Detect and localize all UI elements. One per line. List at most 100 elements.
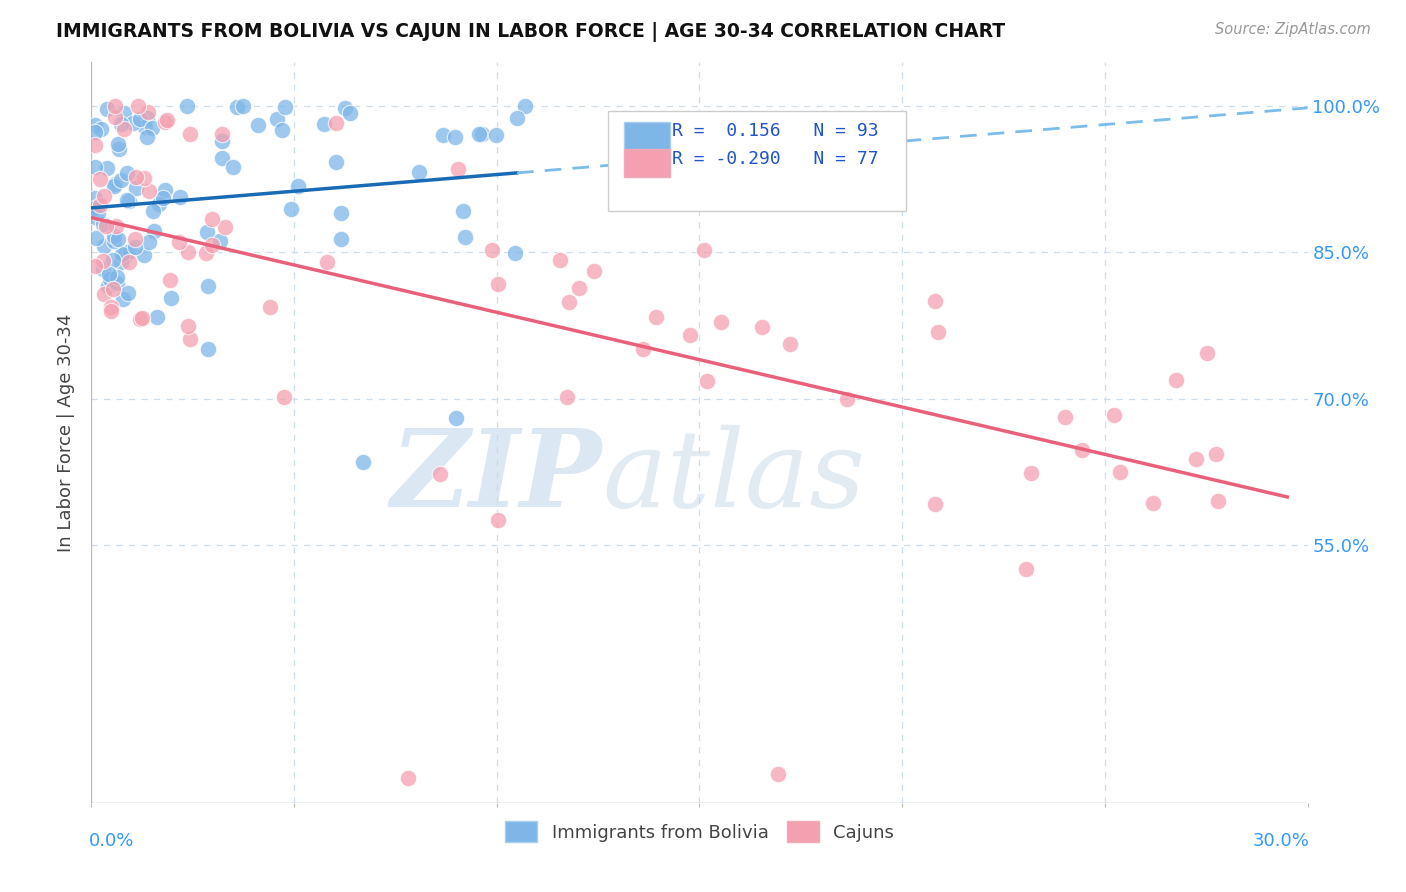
Point xyxy=(124,232,146,246)
Point xyxy=(104,110,127,124)
Point xyxy=(117,166,139,180)
Point xyxy=(112,122,135,136)
Point xyxy=(84,231,107,245)
Point xyxy=(93,188,115,202)
Point xyxy=(567,281,589,295)
Point xyxy=(503,246,526,260)
Point xyxy=(201,211,224,226)
Point xyxy=(325,155,347,169)
Point xyxy=(89,198,111,212)
Point xyxy=(548,252,571,267)
Point xyxy=(98,267,121,281)
Point xyxy=(129,112,152,127)
Point xyxy=(333,102,356,116)
Point xyxy=(84,210,107,224)
Text: Source: ZipAtlas.com: Source: ZipAtlas.com xyxy=(1215,22,1371,37)
Point xyxy=(429,467,451,481)
Text: R = -0.290   N = 77: R = -0.290 N = 77 xyxy=(672,150,879,168)
Point xyxy=(247,118,270,132)
Point xyxy=(696,374,718,388)
Point xyxy=(159,291,181,305)
Point xyxy=(751,319,773,334)
Text: R =  0.156   N = 93: R = 0.156 N = 93 xyxy=(672,122,879,140)
Point xyxy=(117,193,139,207)
Point xyxy=(1166,374,1188,388)
Point xyxy=(91,217,114,231)
Point xyxy=(141,121,163,136)
FancyBboxPatch shape xyxy=(609,111,907,211)
Point xyxy=(118,194,141,209)
Point xyxy=(177,244,200,259)
Point xyxy=(1053,410,1076,425)
Point xyxy=(87,206,110,220)
Point xyxy=(513,99,536,113)
FancyBboxPatch shape xyxy=(624,121,671,150)
Point xyxy=(176,99,198,113)
Point xyxy=(325,116,347,130)
Point xyxy=(104,99,127,113)
Point xyxy=(352,455,374,469)
Point xyxy=(107,269,129,284)
Point xyxy=(105,277,128,291)
Point xyxy=(110,173,132,187)
Point xyxy=(1197,345,1219,359)
Point xyxy=(110,117,132,131)
Point xyxy=(259,300,281,314)
Point xyxy=(84,137,107,152)
Point xyxy=(103,179,125,194)
Point xyxy=(287,178,309,193)
Point xyxy=(432,128,454,143)
Point xyxy=(330,206,353,220)
Point xyxy=(132,171,155,186)
Point xyxy=(451,203,474,218)
Point xyxy=(138,235,160,249)
Point xyxy=(114,248,136,262)
Point xyxy=(679,327,702,342)
Point xyxy=(631,343,654,357)
Point xyxy=(927,325,949,339)
Point xyxy=(280,202,302,216)
Point xyxy=(89,172,111,186)
Point xyxy=(583,264,606,278)
Y-axis label: In Labor Force | Age 30-34: In Labor Force | Age 30-34 xyxy=(56,313,75,552)
Point xyxy=(134,120,156,135)
Point xyxy=(124,240,146,254)
Point xyxy=(108,143,131,157)
Text: IMMIGRANTS FROM BOLIVIA VS CAJUN IN LABOR FORCE | AGE 30-34 CORRELATION CHART: IMMIGRANTS FROM BOLIVIA VS CAJUN IN LABO… xyxy=(56,22,1005,42)
Point xyxy=(273,390,295,404)
Point xyxy=(111,293,134,307)
Point xyxy=(396,772,419,786)
Point xyxy=(209,234,232,248)
Point xyxy=(1109,465,1132,479)
Point xyxy=(481,244,503,258)
Point xyxy=(1184,452,1206,467)
Point xyxy=(107,137,129,152)
Point xyxy=(135,112,157,126)
Text: 0.0%: 0.0% xyxy=(89,832,135,850)
Point xyxy=(100,304,122,318)
Point xyxy=(179,332,201,346)
Point xyxy=(84,160,107,174)
Point xyxy=(103,234,125,248)
Point xyxy=(84,125,107,139)
Point xyxy=(112,106,135,120)
Point xyxy=(169,190,191,204)
Point xyxy=(101,252,124,267)
Point xyxy=(408,165,430,179)
Point xyxy=(132,248,155,262)
Point xyxy=(447,162,470,177)
Point xyxy=(111,247,134,261)
Point xyxy=(645,310,668,324)
Point xyxy=(214,220,236,235)
Point xyxy=(84,259,107,273)
Point xyxy=(486,277,509,291)
Point xyxy=(555,390,578,404)
Point xyxy=(197,279,219,293)
Point xyxy=(558,295,581,310)
Point xyxy=(142,223,165,237)
Point xyxy=(94,219,117,233)
Point xyxy=(136,130,159,145)
Point xyxy=(485,128,508,142)
Point xyxy=(177,319,200,334)
Point xyxy=(125,181,148,195)
